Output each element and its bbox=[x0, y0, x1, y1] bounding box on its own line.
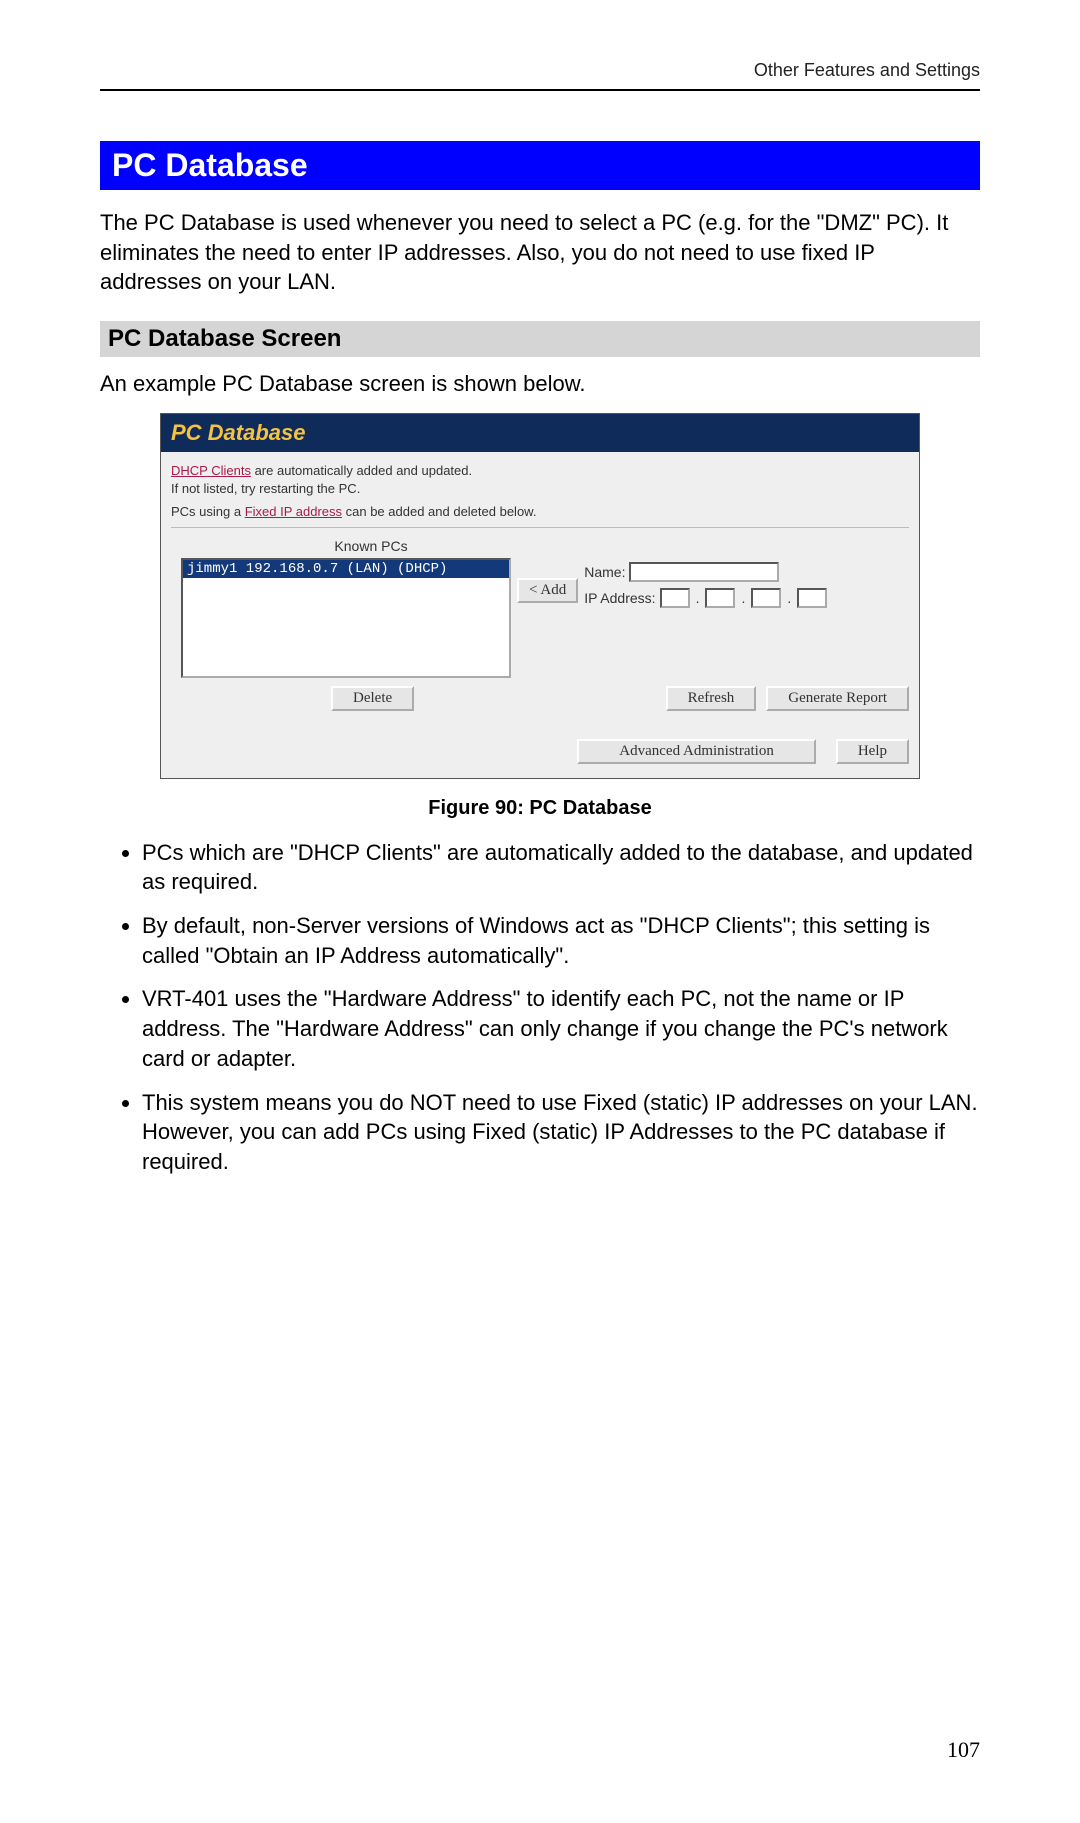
desc2-post: can be added and deleted below. bbox=[342, 504, 536, 519]
list-item: VRT-401 uses the "Hardware Address" to i… bbox=[142, 984, 980, 1073]
shot-desc-line-2: PCs using a Fixed IP address can be adde… bbox=[171, 503, 909, 521]
list-item: PCs which are "DHCP Clients" are automat… bbox=[142, 838, 980, 897]
ip-octet-3[interactable] bbox=[751, 588, 781, 608]
ip-octet-4[interactable] bbox=[797, 588, 827, 608]
delete-button[interactable]: Delete bbox=[331, 686, 414, 711]
name-label: Name: bbox=[584, 564, 625, 580]
shot-desc-line-1: DHCP Clients are automatically added and… bbox=[171, 462, 909, 497]
known-pcs-label: Known PCs bbox=[231, 538, 511, 554]
ip-octet-1[interactable] bbox=[660, 588, 690, 608]
example-caption: An example PC Database screen is shown b… bbox=[100, 371, 980, 397]
bullet-list: PCs which are "DHCP Clients" are automat… bbox=[100, 838, 980, 1177]
generate-report-button[interactable]: Generate Report bbox=[766, 686, 909, 711]
known-pcs-listbox[interactable]: jimmy1 192.168.0.7 (LAN) (DHCP) bbox=[181, 558, 511, 678]
subsection-title: PC Database Screen bbox=[100, 321, 980, 357]
shot-divider bbox=[171, 527, 909, 528]
shot-window-title: PC Database bbox=[161, 414, 919, 452]
header-rule bbox=[100, 89, 980, 91]
section-title-banner: PC Database bbox=[100, 141, 980, 190]
add-button[interactable]: < Add bbox=[517, 578, 578, 603]
fixed-ip-link[interactable]: Fixed IP address bbox=[245, 504, 342, 519]
desc2-pre: PCs using a bbox=[171, 504, 245, 519]
help-button[interactable]: Help bbox=[836, 739, 909, 764]
advanced-admin-button[interactable]: Advanced Administration bbox=[577, 739, 816, 764]
figure-caption: Figure 90: PC Database bbox=[100, 797, 980, 820]
list-item: By default, non-Server versions of Windo… bbox=[142, 911, 980, 970]
pc-database-screenshot: PC Database DHCP Clients are automatical… bbox=[160, 413, 920, 779]
page-number: 107 bbox=[947, 1737, 980, 1763]
ip-octet-2[interactable] bbox=[705, 588, 735, 608]
ip-label: IP Address: bbox=[584, 590, 655, 606]
intro-paragraph: The PC Database is used whenever you nee… bbox=[100, 208, 980, 297]
header-breadcrumb: Other Features and Settings bbox=[100, 60, 980, 81]
list-item: This system means you do NOT need to use… bbox=[142, 1088, 980, 1177]
desc1b: If not listed, try restarting the PC. bbox=[171, 481, 360, 496]
name-input[interactable] bbox=[629, 562, 779, 582]
list-item[interactable]: jimmy1 192.168.0.7 (LAN) (DHCP) bbox=[183, 560, 509, 578]
dhcp-clients-link[interactable]: DHCP Clients bbox=[171, 463, 251, 478]
desc1-rest: are automatically added and updated. bbox=[251, 463, 472, 478]
refresh-button[interactable]: Refresh bbox=[666, 686, 757, 711]
